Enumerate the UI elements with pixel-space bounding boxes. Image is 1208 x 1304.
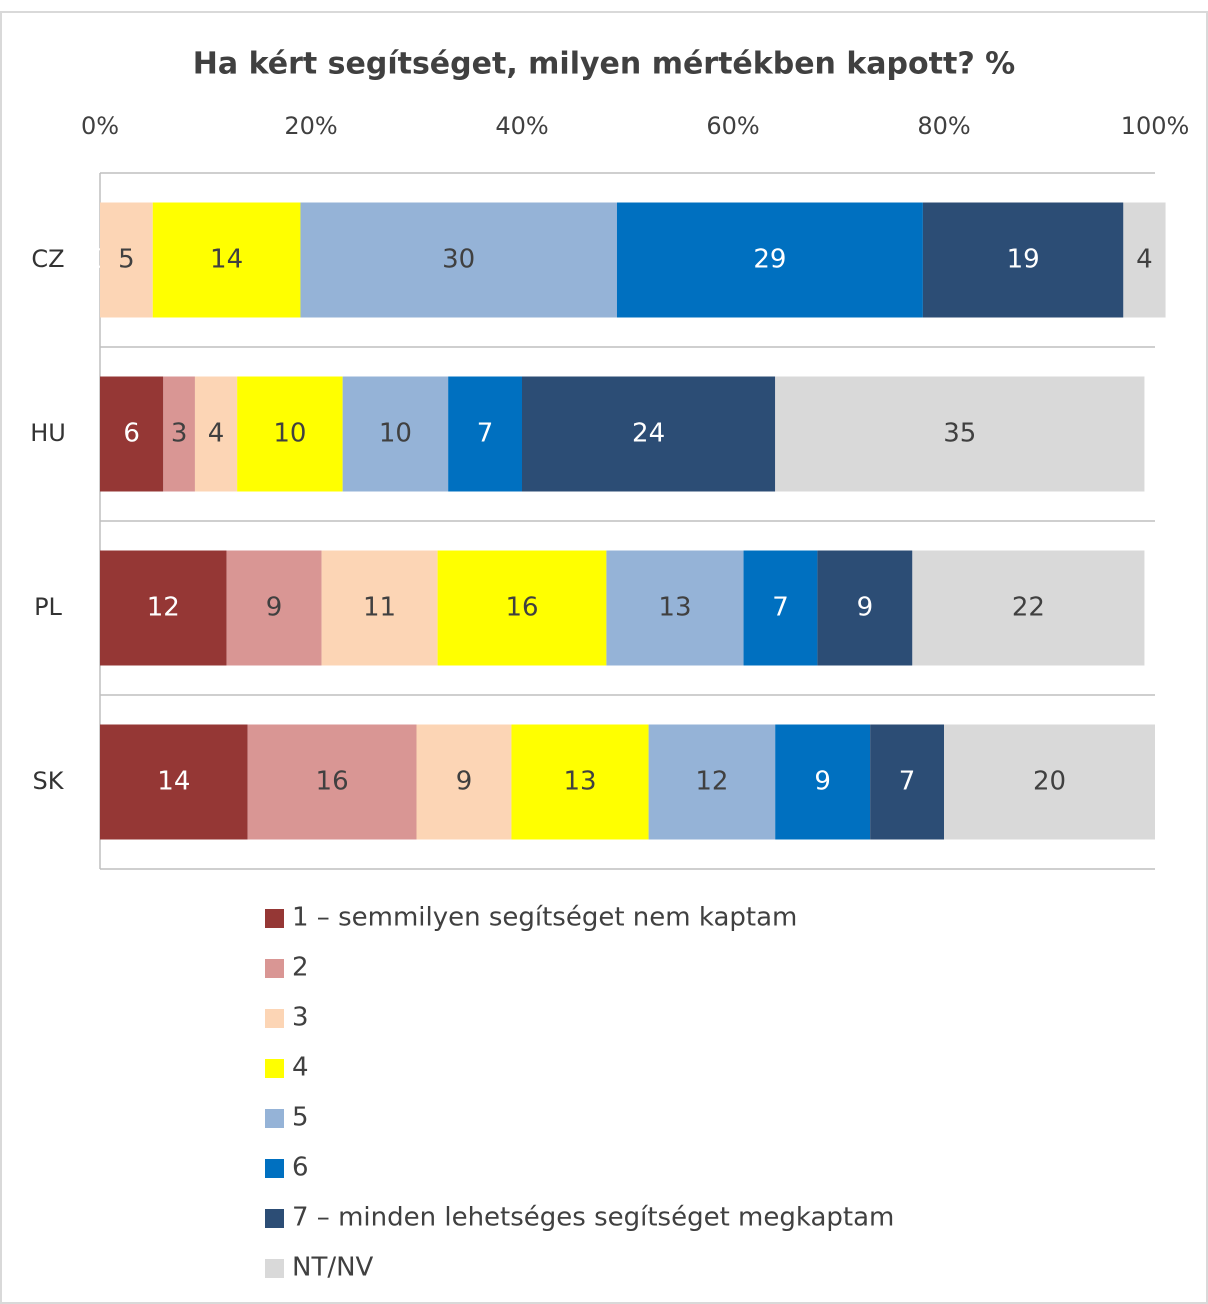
bar-segment — [163, 376, 195, 492]
data-label: 7 — [477, 419, 494, 449]
x-tick-label: 40% — [495, 112, 548, 140]
data-label: 9 — [857, 593, 874, 623]
x-tick-label: 0% — [81, 112, 119, 140]
chart-title: Ha kért segítséget, milyen mértékben kap… — [193, 47, 1015, 82]
bar-segment — [944, 724, 1155, 840]
data-label: 19 — [1007, 245, 1040, 275]
bar-segment — [237, 376, 343, 492]
legend-label: 7 – minden lehetséges segítséget megkapt… — [292, 1203, 894, 1233]
bar-segment — [616, 202, 923, 318]
bar-segment — [247, 724, 417, 840]
bar-segment — [743, 550, 818, 666]
data-label: 4 — [208, 419, 225, 449]
legend-label: 2 — [292, 953, 309, 983]
y-tick-label: PL — [34, 593, 62, 621]
legend-swatch — [265, 1009, 284, 1028]
legend-label: 6 — [292, 1153, 309, 1183]
bar-segment — [321, 550, 438, 666]
data-label: 22 — [1012, 593, 1045, 623]
legend-swatch — [265, 1059, 284, 1078]
bar-segment — [152, 202, 301, 318]
bar-segment — [775, 376, 1145, 492]
x-tick-label: 20% — [284, 112, 337, 140]
bar-segment — [511, 724, 649, 840]
legend-label: 1 – semmilyen segítséget nem kaptam — [292, 903, 797, 933]
bar-segment — [912, 550, 1145, 666]
data-label: 29 — [753, 245, 786, 275]
x-tick-label: 80% — [917, 112, 970, 140]
y-tick-label: SK — [33, 767, 65, 795]
data-label: 14 — [210, 245, 243, 275]
legend-swatch — [265, 1109, 284, 1128]
x-tick-label: 60% — [706, 112, 759, 140]
data-label: 7 — [772, 593, 789, 623]
data-label: 13 — [658, 593, 691, 623]
legend-label: 5 — [292, 1103, 309, 1133]
legend-label: 3 — [292, 1003, 309, 1033]
data-label: 16 — [316, 767, 349, 797]
bar-segment — [775, 724, 871, 840]
bar-segment — [922, 202, 1124, 318]
bar-segment — [342, 376, 449, 492]
bar-segment — [100, 550, 227, 666]
legend-swatch — [265, 909, 284, 928]
data-label: 10 — [379, 419, 412, 449]
bar-segment — [194, 376, 238, 492]
data-label: 3 — [171, 419, 188, 449]
legend-swatch — [265, 959, 284, 978]
data-label: 9 — [456, 767, 473, 797]
bar-segment — [522, 376, 776, 492]
bar-segment — [817, 550, 913, 666]
bar-segment — [416, 724, 512, 840]
data-label: 9 — [266, 593, 283, 623]
legend-swatch — [265, 1209, 284, 1228]
bar-segment — [100, 202, 153, 318]
data-label: 13 — [563, 767, 596, 797]
y-tick-label: CZ — [31, 245, 64, 273]
legend-swatch — [265, 1259, 284, 1278]
data-label: 10 — [273, 419, 306, 449]
bar-segment — [606, 550, 744, 666]
data-label: 35 — [943, 419, 976, 449]
legend-label: NT/NV — [292, 1253, 374, 1283]
data-label: 4 — [1136, 245, 1153, 275]
data-label: 11 — [363, 593, 396, 623]
bar-segment — [648, 724, 776, 840]
bar-segment — [870, 724, 944, 840]
data-label: 30 — [442, 245, 475, 275]
bar-segment — [1123, 202, 1166, 318]
bar-segment — [100, 724, 248, 840]
bar-segment — [226, 550, 322, 666]
bar-segment — [437, 550, 607, 666]
bar-segment — [100, 376, 164, 492]
data-label: 6 — [123, 419, 140, 449]
legend-label: 4 — [292, 1053, 309, 1083]
y-tick-label: HU — [30, 419, 66, 447]
data-label: 7 — [899, 767, 916, 797]
legend-swatch — [265, 1159, 284, 1178]
bar-segment — [448, 376, 522, 492]
data-label: 24 — [632, 419, 665, 449]
data-label: 5 — [118, 245, 135, 275]
data-label: 9 — [814, 767, 831, 797]
x-tick-label: 100% — [1121, 112, 1190, 140]
data-label: 12 — [147, 593, 180, 623]
data-label: 12 — [695, 767, 728, 797]
data-label: 16 — [505, 593, 538, 623]
data-label: 20 — [1033, 767, 1066, 797]
data-label: 14 — [157, 767, 190, 797]
bar-segment — [300, 202, 617, 318]
